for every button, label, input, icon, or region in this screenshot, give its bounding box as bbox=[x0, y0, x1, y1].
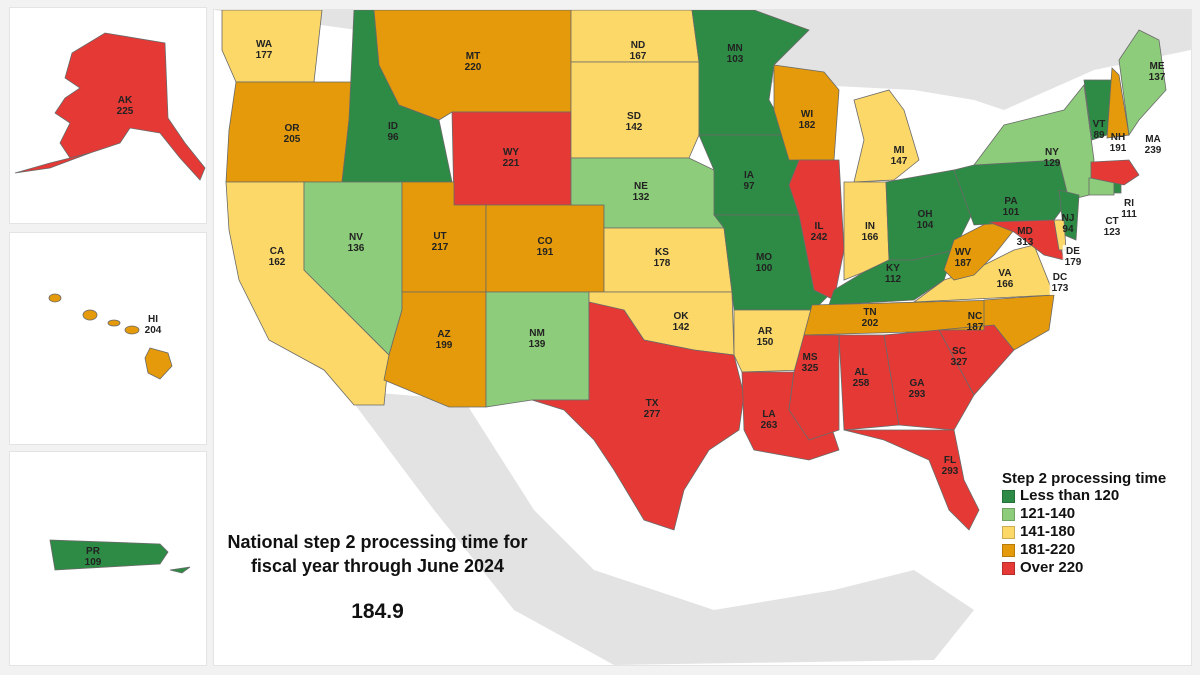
legend: Step 2 processing time Less than 120 121… bbox=[1002, 470, 1187, 577]
state-shapes bbox=[221, 10, 1167, 531]
state-label-tx: TX 277 bbox=[643, 398, 661, 420]
state-label-id: ID 96 bbox=[387, 121, 399, 143]
legend-swatch-icon bbox=[1002, 507, 1015, 521]
state-ga[interactable] bbox=[883, 329, 975, 431]
state-label-ga: GA 293 bbox=[908, 378, 926, 400]
state-label-wi: WI 182 bbox=[798, 109, 816, 131]
state-label-ar: AR 150 bbox=[756, 326, 774, 348]
national-title: National step 2 processing time for fisc… bbox=[227, 532, 528, 576]
state-label-az: AZ 199 bbox=[435, 329, 453, 351]
state-label-vt: VT 89 bbox=[1092, 119, 1106, 141]
state-label-ri: RI 111 bbox=[1119, 197, 1139, 221]
state-label-nh: NH 191 bbox=[1109, 132, 1127, 154]
state-label-ct: CT 123 bbox=[1101, 215, 1123, 239]
state-label-ut: UT 217 bbox=[431, 231, 449, 253]
state-label-mi: MI 147 bbox=[890, 145, 908, 167]
state-label-mo: MO 100 bbox=[755, 252, 773, 274]
state-label-mn: MN 103 bbox=[726, 43, 744, 65]
state-label-nm: NM 139 bbox=[528, 328, 546, 350]
state-label-me: ME 137 bbox=[1148, 61, 1166, 83]
state-label-ma: MA 239 bbox=[1142, 133, 1164, 157]
national-value: 184.9 bbox=[351, 600, 404, 623]
legend-item-121-140[interactable]: 121-140 bbox=[1002, 505, 1187, 523]
state-label-ms: MS 325 bbox=[801, 352, 819, 374]
state-label-or: OR 205 bbox=[283, 123, 301, 145]
state-fl[interactable] bbox=[843, 429, 980, 531]
legend-item-lt120[interactable]: Less than 120 bbox=[1002, 487, 1187, 505]
alaska-shape[interactable] bbox=[10, 8, 206, 223]
state-label-wy: WY 221 bbox=[502, 147, 520, 169]
state-sd[interactable] bbox=[570, 61, 700, 159]
state-label-co: CO 191 bbox=[536, 236, 554, 258]
state-label-tn: TN 202 bbox=[861, 307, 879, 329]
legend-item-181-220[interactable]: 181-220 bbox=[1002, 541, 1187, 559]
state-ar[interactable] bbox=[733, 309, 813, 373]
legend-item-over220[interactable]: Over 220 bbox=[1002, 559, 1187, 577]
us-map bbox=[214, 10, 1191, 665]
state-label-il: IL 242 bbox=[810, 221, 828, 243]
state-label-pr: PR 109 bbox=[84, 546, 102, 568]
state-label-ks: KS 178 bbox=[653, 247, 671, 269]
state-ny[interactable] bbox=[973, 84, 1095, 201]
state-label-ak: AK 225 bbox=[116, 95, 134, 117]
state-label-fl: FL 293 bbox=[941, 455, 959, 477]
state-label-hi: HI 204 bbox=[144, 314, 162, 336]
legend-item-141-180[interactable]: 141-180 bbox=[1002, 523, 1187, 541]
state-label-ia: IA 97 bbox=[743, 170, 755, 192]
state-label-de: DE 179 bbox=[1062, 245, 1084, 269]
state-me[interactable] bbox=[1118, 29, 1167, 137]
state-mi[interactable] bbox=[853, 89, 920, 183]
state-label-sc: SC 327 bbox=[950, 346, 968, 368]
state-label-oh: OH 104 bbox=[916, 209, 934, 231]
state-nc[interactable] bbox=[938, 294, 1055, 351]
state-label-nd: ND 167 bbox=[629, 40, 647, 62]
state-label-ne: NE 132 bbox=[632, 181, 650, 203]
hawaii-shape[interactable] bbox=[10, 233, 206, 444]
state-label-pa: PA 101 bbox=[1002, 196, 1020, 218]
legend-swatch-icon bbox=[1002, 489, 1015, 503]
state-label-md: MD 313 bbox=[1016, 226, 1034, 248]
state-label-wv: WV 187 bbox=[954, 247, 972, 269]
legend-title: Step 2 processing time bbox=[1002, 470, 1167, 487]
state-label-in: IN 166 bbox=[861, 221, 879, 243]
state-label-ok: OK 142 bbox=[672, 311, 690, 333]
state-label-la: LA 263 bbox=[760, 409, 778, 431]
hawaii-inset bbox=[9, 232, 207, 445]
legend-swatch-icon bbox=[1002, 561, 1015, 575]
state-label-sd: SD 142 bbox=[625, 111, 643, 133]
state-label-va: VA 166 bbox=[996, 268, 1014, 290]
state-ma[interactable] bbox=[1090, 159, 1140, 186]
us-map-panel bbox=[213, 9, 1192, 666]
legend-swatch-icon bbox=[1002, 543, 1015, 557]
state-label-ny: NY 129 bbox=[1043, 147, 1061, 169]
state-label-mt: MT 220 bbox=[464, 51, 482, 73]
legend-swatch-icon bbox=[1002, 525, 1015, 539]
alaska-inset bbox=[9, 7, 207, 224]
state-md[interactable] bbox=[988, 219, 1065, 261]
national-summary: National step 2 processing time for fisc… bbox=[215, 530, 540, 624]
state-mn[interactable] bbox=[691, 10, 810, 136]
state-label-dc: DC 173 bbox=[1049, 271, 1071, 295]
puerto-rico-inset bbox=[9, 451, 207, 666]
state-label-al: AL 258 bbox=[852, 367, 870, 389]
state-label-nc: NC 187 bbox=[966, 311, 984, 333]
state-label-nv: NV 136 bbox=[347, 232, 365, 254]
state-il[interactable] bbox=[788, 159, 845, 301]
state-label-nj: NJ 94 bbox=[1061, 213, 1075, 235]
state-label-ca: CA 162 bbox=[268, 246, 286, 268]
state-tx[interactable] bbox=[531, 301, 745, 531]
state-label-wa: WA 177 bbox=[255, 39, 273, 61]
state-label-ky: KY 112 bbox=[884, 263, 902, 285]
puerto-rico-shape[interactable] bbox=[10, 452, 206, 665]
